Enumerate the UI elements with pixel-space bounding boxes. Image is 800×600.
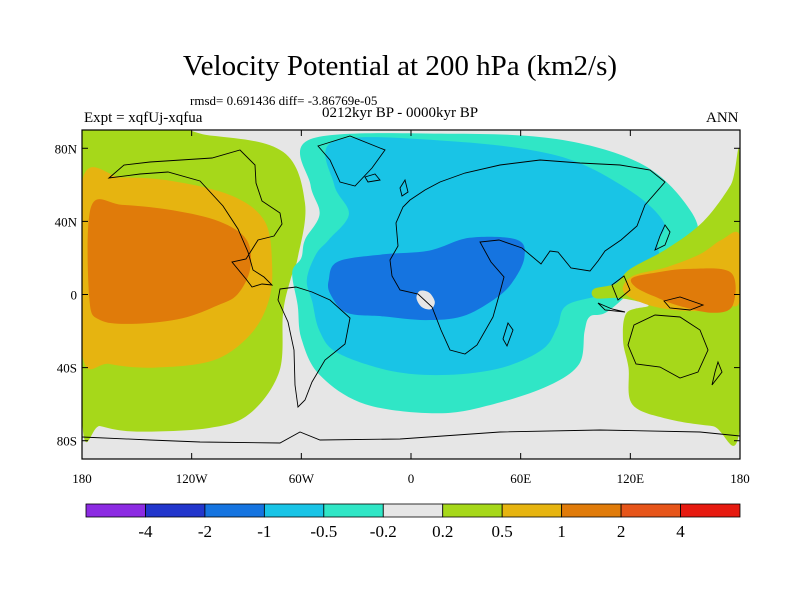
lon-tick-label: 180 bbox=[730, 471, 750, 486]
lon-tick-label: 120W bbox=[176, 471, 209, 486]
lon-tick-label: 120E bbox=[617, 471, 645, 486]
lon-tick-label: 180 bbox=[72, 471, 92, 486]
colorbar-swatch bbox=[145, 503, 206, 518]
colorbar-label: 0.2 bbox=[432, 522, 453, 541]
colorbar-label: 2 bbox=[617, 522, 626, 541]
colorbar-swatch bbox=[501, 503, 563, 518]
colorbar-label: 1 bbox=[557, 522, 566, 541]
colorbar-label: -0.2 bbox=[370, 522, 397, 541]
colorbar-swatch bbox=[442, 503, 503, 518]
lat-tick-label: 40S bbox=[57, 361, 77, 376]
experiment-label: Expt = xqfUj-xqfua bbox=[84, 110, 203, 126]
contour-region-6 bbox=[327, 236, 525, 321]
colorbar-swatch bbox=[620, 503, 681, 518]
colorbar-label: -2 bbox=[198, 522, 212, 541]
colorbar-label: -1 bbox=[257, 522, 271, 541]
lon-tick-label: 60W bbox=[289, 471, 315, 486]
colorbar-label: 0.5 bbox=[492, 522, 513, 541]
colorbar-swatch bbox=[204, 503, 265, 518]
plot-title: Velocity Potential at 200 hPa (km2/s) bbox=[182, 50, 618, 82]
colorbar-labels: -4 -2 -1 -0.5 -0.2 0.2 0.5 1 2 4 bbox=[138, 522, 685, 541]
colorbar-swatch bbox=[85, 503, 146, 518]
colorbar-label: 4 bbox=[676, 522, 685, 541]
colorbar-label: -0.5 bbox=[310, 522, 337, 541]
rmsd-diff-stats: rmsd= 0.691436 diff= -3.86769e-05 bbox=[190, 93, 378, 108]
colorbar bbox=[85, 503, 741, 518]
lat-tick-label: 80S bbox=[57, 434, 77, 449]
longitude-axis: 180 120W 60W 0 60E 120E 180 bbox=[72, 130, 750, 486]
lon-tick-label: 0 bbox=[408, 471, 415, 486]
contour-fields bbox=[82, 130, 740, 459]
colorbar-swatch bbox=[382, 503, 444, 518]
time-period-label: 0212kyr BP - 0000kyr BP bbox=[322, 105, 479, 121]
lat-tick-label: 80N bbox=[55, 141, 78, 156]
lat-tick-label: 40N bbox=[55, 214, 78, 229]
colorbar-swatch bbox=[680, 503, 741, 518]
colorbar-swatch bbox=[561, 503, 622, 518]
colorbar-swatch bbox=[263, 503, 325, 518]
coastlines bbox=[82, 135, 740, 444]
contour-region-3 bbox=[87, 199, 252, 324]
latitude-axis: 80N 40N 0 40S 80S bbox=[55, 141, 740, 449]
contour-region-7 bbox=[416, 290, 435, 310]
lon-tick-label: 60E bbox=[510, 471, 531, 486]
colorbar-swatch bbox=[323, 503, 384, 518]
contour-region-10 bbox=[630, 268, 736, 313]
colorbar-label: -4 bbox=[138, 522, 153, 541]
season-label: ANN bbox=[706, 110, 739, 126]
lat-tick-label: 0 bbox=[71, 288, 78, 303]
